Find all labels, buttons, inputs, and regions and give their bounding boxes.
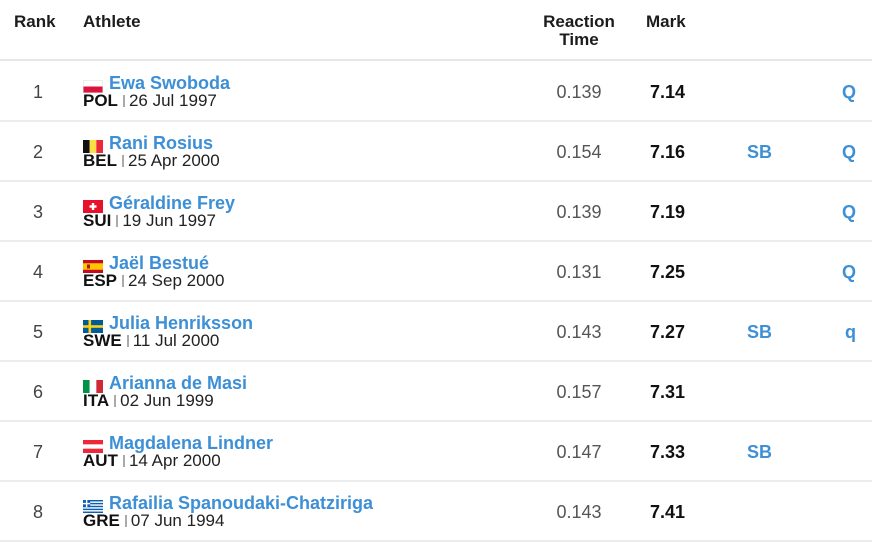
athlete-name-link[interactable]: Jaël Bestué [109, 253, 210, 273]
separator [122, 95, 125, 107]
country-code: AUT [83, 451, 118, 470]
athlete-name-link[interactable]: Julia Henriksson [109, 313, 254, 333]
athlete-name-link[interactable]: Rafailia Spanoudaki-Chatziriga [109, 493, 374, 513]
mark-cell: 7.27 [650, 322, 686, 342]
country-code: SWE [83, 331, 122, 350]
athlete-name-link[interactable]: Géraldine Frey [109, 193, 236, 213]
italy-flag-icon [83, 380, 103, 393]
mark-cell: 7.19 [650, 202, 686, 222]
separator [126, 335, 129, 347]
record-badge[interactable]: SB [747, 442, 773, 462]
reaction-time-cell: 0.139 [556, 202, 602, 222]
spain-flag-icon [83, 260, 103, 273]
separator [114, 395, 117, 407]
date-of-birth: 14 Apr 2000 [128, 451, 221, 470]
reaction-time-cell: 0.143 [556, 502, 602, 522]
separator [116, 215, 119, 227]
rank-cell: 6 [32, 382, 43, 402]
rank-cell: 7 [32, 442, 43, 462]
table-header: Rank Athlete Reaction Time Mark [0, 0, 872, 61]
date-of-birth: 26 Jul 1997 [128, 91, 217, 110]
rank-cell: 3 [32, 202, 43, 222]
reaction-time-cell: 0.147 [556, 442, 602, 462]
separator [124, 515, 127, 527]
athlete-details: SUI 19 Jun 1997 [83, 211, 216, 231]
reaction-time-cell: 0.143 [556, 322, 602, 342]
athlete-details: POL 26 Jul 1997 [83, 91, 217, 111]
rank-cell: 8 [32, 502, 43, 522]
table-row: 7 Magdalena Lindner AUT 14 Apr 2000 0.147 7.3… [0, 422, 872, 482]
reaction-header-line2: Time [559, 30, 599, 49]
country-code: ESP [83, 271, 118, 290]
athlete-details: AUT 14 Apr 2000 [83, 451, 221, 471]
date-of-birth: 02 Jun 1999 [120, 391, 214, 410]
table-row: 6 Arianna de Masi ITA 02 Jun 1999 0.157 7.31 [0, 362, 872, 422]
date-of-birth: 07 Jun 1994 [130, 511, 225, 530]
qualification-badge[interactable]: Q [841, 142, 856, 162]
athlete-column-header: Athlete [83, 12, 141, 31]
separator [122, 455, 125, 467]
reaction-time-column-header: Reaction Time [527, 13, 631, 49]
country-code: POL [83, 91, 118, 110]
athlete-details: SWE 11 Jul 2000 [83, 331, 219, 351]
mark-cell: 7.33 [650, 442, 686, 462]
athlete-name-link[interactable]: Magdalena Lindner [109, 433, 274, 453]
rank-cell: 2 [32, 142, 43, 162]
mark-column-header: Mark [646, 12, 686, 31]
table-row: 8 Rafailia Spanoudaki-Chatziriga GRE 07 Jun… [0, 482, 872, 542]
separator [122, 275, 125, 287]
qualification-badge[interactable]: Q [841, 262, 856, 282]
greece-flag-icon [83, 500, 103, 513]
austria-flag-icon [83, 440, 103, 453]
rank-cell: 4 [32, 262, 43, 282]
belgium-flag-icon [83, 140, 103, 153]
record-badge[interactable]: SB [747, 322, 773, 342]
mark-cell: 7.31 [650, 382, 686, 402]
qualification-badge[interactable]: q [845, 322, 856, 342]
country-code: SUI [83, 211, 112, 230]
athlete-name-link[interactable]: Ewa Swoboda [109, 73, 231, 93]
qualification-badge[interactable]: Q [841, 82, 856, 102]
athlete-details: ESP 24 Sep 2000 [83, 271, 224, 291]
table-row: 1 Ewa Swoboda POL 26 Jul 1997 0.139 7.14 Q [0, 62, 872, 122]
mark-cell: 7.14 [650, 82, 686, 102]
table-row: 4 Jaël Bestué ESP 24 Sep 2000 0.131 7.25 Q [0, 242, 872, 302]
table-row: 2 Rani Rosius BEL 25 Apr 2000 0.154 7.16 SB Q [0, 122, 872, 182]
country-code: BEL [83, 151, 117, 170]
qualification-badge[interactable]: Q [841, 202, 856, 222]
date-of-birth: 25 Apr 2000 [128, 151, 220, 170]
reaction-time-cell: 0.131 [556, 262, 602, 282]
reaction-time-cell: 0.154 [556, 142, 602, 162]
date-of-birth: 11 Jul 2000 [132, 331, 220, 350]
reaction-time-cell: 0.139 [556, 82, 602, 102]
athlete-name-link[interactable]: Rani Rosius [109, 133, 214, 153]
rank-cell: 5 [32, 322, 43, 342]
country-code: GRE [83, 511, 120, 530]
switzerland-flag-icon [83, 200, 103, 213]
mark-cell: 7.41 [650, 502, 686, 522]
date-of-birth: 24 Sep 2000 [128, 271, 225, 290]
athlete-name-link[interactable]: Arianna de Masi [109, 373, 248, 393]
athlete-details: ITA 02 Jun 1999 [83, 391, 214, 411]
athlete-details: BEL 25 Apr 2000 [83, 151, 220, 171]
record-badge[interactable]: SB [747, 142, 773, 162]
mark-cell: 7.16 [650, 142, 686, 162]
table-row: 5 Julia Henriksson SWE 11 Jul 2000 0.143 7.27… [0, 302, 872, 362]
country-code: ITA [83, 391, 110, 410]
reaction-time-cell: 0.157 [556, 382, 602, 402]
sweden-flag-icon [83, 320, 103, 333]
separator [122, 155, 124, 167]
rank-column-header: Rank [14, 12, 56, 31]
table-row: 3 Géraldine Frey SUI 19 Jun 1997 0.139 7.19 Q [0, 182, 872, 242]
poland-flag-icon [83, 80, 103, 93]
date-of-birth: 19 Jun 1997 [122, 211, 216, 230]
athlete-details: GRE 07 Jun 1994 [83, 511, 224, 531]
reaction-header-line1: Reaction [543, 12, 615, 31]
mark-cell: 7.25 [650, 262, 686, 282]
rank-cell: 1 [32, 82, 43, 102]
